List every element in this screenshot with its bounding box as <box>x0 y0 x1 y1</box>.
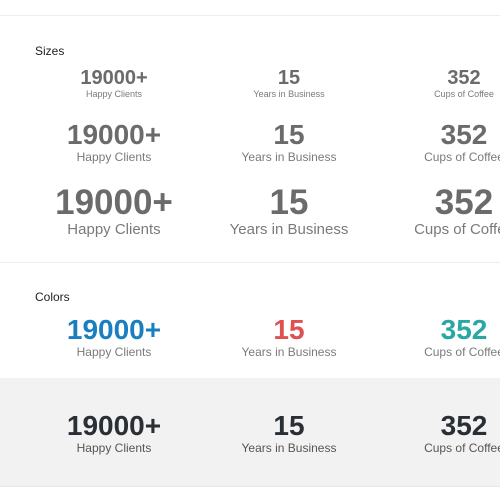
counter-label: Happy Clients <box>67 221 161 238</box>
counter-coffee-medium: 352 Cups of Coffee <box>364 119 500 164</box>
counter-number: 15 <box>277 67 301 89</box>
counter-number: 15 <box>273 119 305 150</box>
counter-clients-medium: 19000+ Happy Clients <box>14 119 214 164</box>
counter-label: Years in Business <box>241 150 337 164</box>
counter-number: 352 <box>434 183 494 222</box>
counter-label: Happy Clients <box>76 441 152 455</box>
counter-years-large: 15 Years in Business <box>189 185 389 237</box>
dark-variant-band <box>0 378 500 486</box>
counter-label: Cups of Coffee <box>434 89 494 99</box>
counter-coffee-small: 352 Cups of Coffee <box>364 68 500 99</box>
counter-label: Happy Clients <box>85 89 143 99</box>
counter-label: Happy Clients <box>76 150 152 164</box>
colors-heading: Colors <box>35 290 70 304</box>
counter-clients-small: 19000+ Happy Clients <box>14 68 214 99</box>
counter-coffee-teal: 352 Cups of Coffee <box>364 314 500 359</box>
counter-number: 352 <box>440 410 488 441</box>
sizes-heading: Sizes <box>35 44 65 58</box>
counter-number: 19000+ <box>66 410 162 441</box>
counter-number: 352 <box>440 314 488 345</box>
counter-number: 19000+ <box>66 119 162 150</box>
section-divider <box>0 262 500 263</box>
counter-years-small: 15 Years in Business <box>189 68 389 99</box>
top-divider <box>0 15 500 16</box>
counter-label: Cups of Coffee <box>424 150 500 164</box>
counter-number: 15 <box>273 314 305 345</box>
counter-years-red: 15 Years in Business <box>189 314 389 359</box>
counter-years-medium: 15 Years in Business <box>189 119 389 164</box>
bottom-divider <box>0 486 500 487</box>
counter-label: Years in Business <box>241 441 337 455</box>
counter-number: 15 <box>269 183 309 222</box>
counter-number: 352 <box>440 119 488 150</box>
counter-coffee-dark: 352 Cups of Coffee <box>364 410 500 455</box>
counter-label: Cups of Coffee <box>424 345 500 359</box>
counter-label: Years in Business <box>253 89 325 99</box>
counter-label: Years in Business <box>229 221 349 238</box>
counter-number: 15 <box>273 410 305 441</box>
counter-number: 19000+ <box>66 314 162 345</box>
counter-clients-dark: 19000+ Happy Clients <box>14 410 214 455</box>
counter-number: 19000+ <box>55 183 173 222</box>
counter-number: 19000+ <box>80 67 148 89</box>
counter-years-dark: 15 Years in Business <box>189 410 389 455</box>
counter-coffee-large: 352 Cups of Coffee <box>364 185 500 237</box>
counter-label: Years in Business <box>241 345 337 359</box>
counter-clients-large: 19000+ Happy Clients <box>14 185 214 237</box>
counter-label: Cups of Coffee <box>414 221 500 238</box>
counter-clients-blue: 19000+ Happy Clients <box>14 314 214 359</box>
counter-number: 352 <box>447 67 481 89</box>
counter-label: Cups of Coffee <box>424 441 500 455</box>
counter-label: Happy Clients <box>76 345 152 359</box>
